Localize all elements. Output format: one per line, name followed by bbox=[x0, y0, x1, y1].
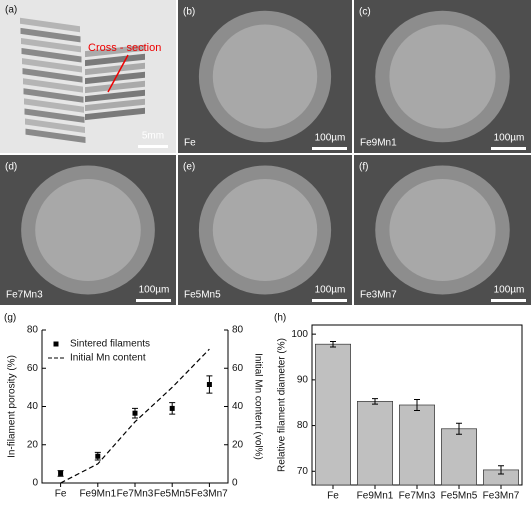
scale-bar bbox=[491, 147, 526, 150]
point bbox=[132, 410, 138, 416]
bar bbox=[357, 400, 393, 486]
x-tick-label: Fe3Mn7 bbox=[483, 491, 520, 502]
filament-core bbox=[212, 24, 318, 129]
printed-layer bbox=[21, 48, 82, 63]
axis-frame bbox=[311, 324, 523, 486]
scale-label: 5mm bbox=[142, 131, 164, 142]
y-tick-label: 40 bbox=[232, 401, 244, 412]
printed-layer bbox=[85, 44, 145, 58]
y-tick-label: 90 bbox=[297, 374, 309, 385]
panel-label: (h) bbox=[274, 313, 286, 324]
x-tick-label: Fe7Mn3 bbox=[399, 491, 436, 502]
bar bbox=[315, 343, 351, 486]
scale-label: 100µm bbox=[494, 133, 525, 144]
scale-label: 100µm bbox=[139, 285, 170, 296]
legend-label: Initial Mn content bbox=[70, 353, 146, 364]
printed-layer bbox=[24, 98, 84, 113]
point bbox=[206, 382, 212, 388]
y-tick-label: 0 bbox=[232, 478, 238, 489]
error-bar bbox=[498, 465, 504, 475]
image-background bbox=[0, 0, 176, 153]
error-bar bbox=[372, 398, 378, 405]
y-tick-label: 80 bbox=[27, 325, 39, 336]
printed-layer bbox=[85, 62, 145, 76]
printed-layer bbox=[85, 53, 145, 67]
printed-layer bbox=[85, 107, 145, 121]
sample-caption: Fe5Mn5 bbox=[184, 290, 221, 301]
panel-label: (a) bbox=[5, 5, 17, 16]
y-tick-label: 40 bbox=[27, 401, 39, 412]
panel-label: (f) bbox=[359, 162, 368, 173]
x-tick-label: Fe7Mn3 bbox=[117, 489, 154, 500]
scale-bar bbox=[312, 147, 347, 150]
printed-layer bbox=[24, 108, 85, 123]
x-tick-label: Fe5Mn5 bbox=[441, 491, 478, 502]
annotation-pointer bbox=[107, 54, 129, 93]
x-tick-label: Fe9Mn1 bbox=[357, 491, 394, 502]
scale-label: 100µm bbox=[315, 285, 346, 296]
legend-symbol bbox=[53, 341, 59, 347]
legend-label: Sintered filaments bbox=[70, 339, 150, 350]
x-tick-label: Fe3Mn7 bbox=[191, 489, 228, 500]
printed-layer bbox=[85, 89, 145, 103]
panel-label: (g) bbox=[4, 313, 16, 324]
filament-core bbox=[389, 179, 496, 281]
y-tick-label: 70 bbox=[297, 466, 309, 477]
y2-axis-label: Initial Mn content (vol%) bbox=[252, 353, 263, 460]
printed-layer bbox=[25, 128, 86, 144]
printed-layer bbox=[22, 58, 82, 73]
scale-bar bbox=[136, 299, 171, 302]
panel-label: (c) bbox=[359, 7, 371, 18]
x-tick-label: Fe bbox=[55, 489, 67, 500]
y-tick-label: 80 bbox=[232, 325, 244, 336]
scale-label: 100µm bbox=[494, 285, 525, 296]
error-bar bbox=[330, 340, 336, 348]
bar bbox=[399, 404, 435, 486]
scale-bar bbox=[491, 299, 526, 302]
annotation: Cross - section bbox=[88, 42, 161, 54]
point bbox=[169, 405, 175, 411]
line-series bbox=[60, 348, 210, 484]
filament-core bbox=[35, 179, 141, 281]
y-tick-label: 60 bbox=[232, 363, 244, 374]
filament-core bbox=[389, 24, 496, 129]
bar bbox=[441, 428, 477, 486]
printed-layer bbox=[22, 68, 83, 83]
scale-bar bbox=[138, 145, 168, 148]
y-axis-label: Relative filament diameter (%) bbox=[277, 338, 288, 472]
y-axis-label: In-filament porosity (%) bbox=[7, 355, 18, 458]
error-bar bbox=[456, 422, 462, 435]
y-tick-label: 20 bbox=[27, 439, 39, 450]
filament-core bbox=[212, 179, 318, 281]
sample-caption: Fe3Mn7 bbox=[360, 290, 397, 301]
x-tick-label: Fe9Mn1 bbox=[79, 489, 116, 500]
printed-layer bbox=[85, 98, 145, 112]
printed-layer bbox=[23, 88, 84, 103]
x-tick-label: Fe5Mn5 bbox=[154, 489, 191, 500]
scale-bar bbox=[312, 299, 347, 302]
panel-label: (d) bbox=[5, 162, 17, 173]
error-bar bbox=[414, 399, 420, 411]
printed-layer bbox=[25, 118, 85, 133]
y-tick-label: 20 bbox=[232, 439, 244, 450]
point bbox=[58, 470, 64, 476]
panel-label: (b) bbox=[183, 7, 195, 18]
scale-label: 100µm bbox=[315, 133, 346, 144]
printed-layer bbox=[85, 80, 145, 94]
y-tick-label: 60 bbox=[27, 363, 39, 374]
printed-layer bbox=[21, 37, 81, 53]
y-tick-label: 100 bbox=[291, 329, 308, 340]
y-tick-label: 80 bbox=[297, 420, 309, 431]
sample-caption: Fe9Mn1 bbox=[360, 138, 397, 149]
printed-layer bbox=[20, 27, 81, 43]
sample-caption: Fe bbox=[184, 138, 196, 149]
x-tick-label: Fe bbox=[327, 491, 339, 502]
point bbox=[95, 453, 101, 459]
y-tick-label: 0 bbox=[32, 478, 38, 489]
sample-caption: Fe7Mn3 bbox=[6, 290, 43, 301]
panel-label: (e) bbox=[183, 162, 195, 173]
printed-layer bbox=[20, 17, 80, 33]
printed-layer bbox=[23, 78, 83, 93]
